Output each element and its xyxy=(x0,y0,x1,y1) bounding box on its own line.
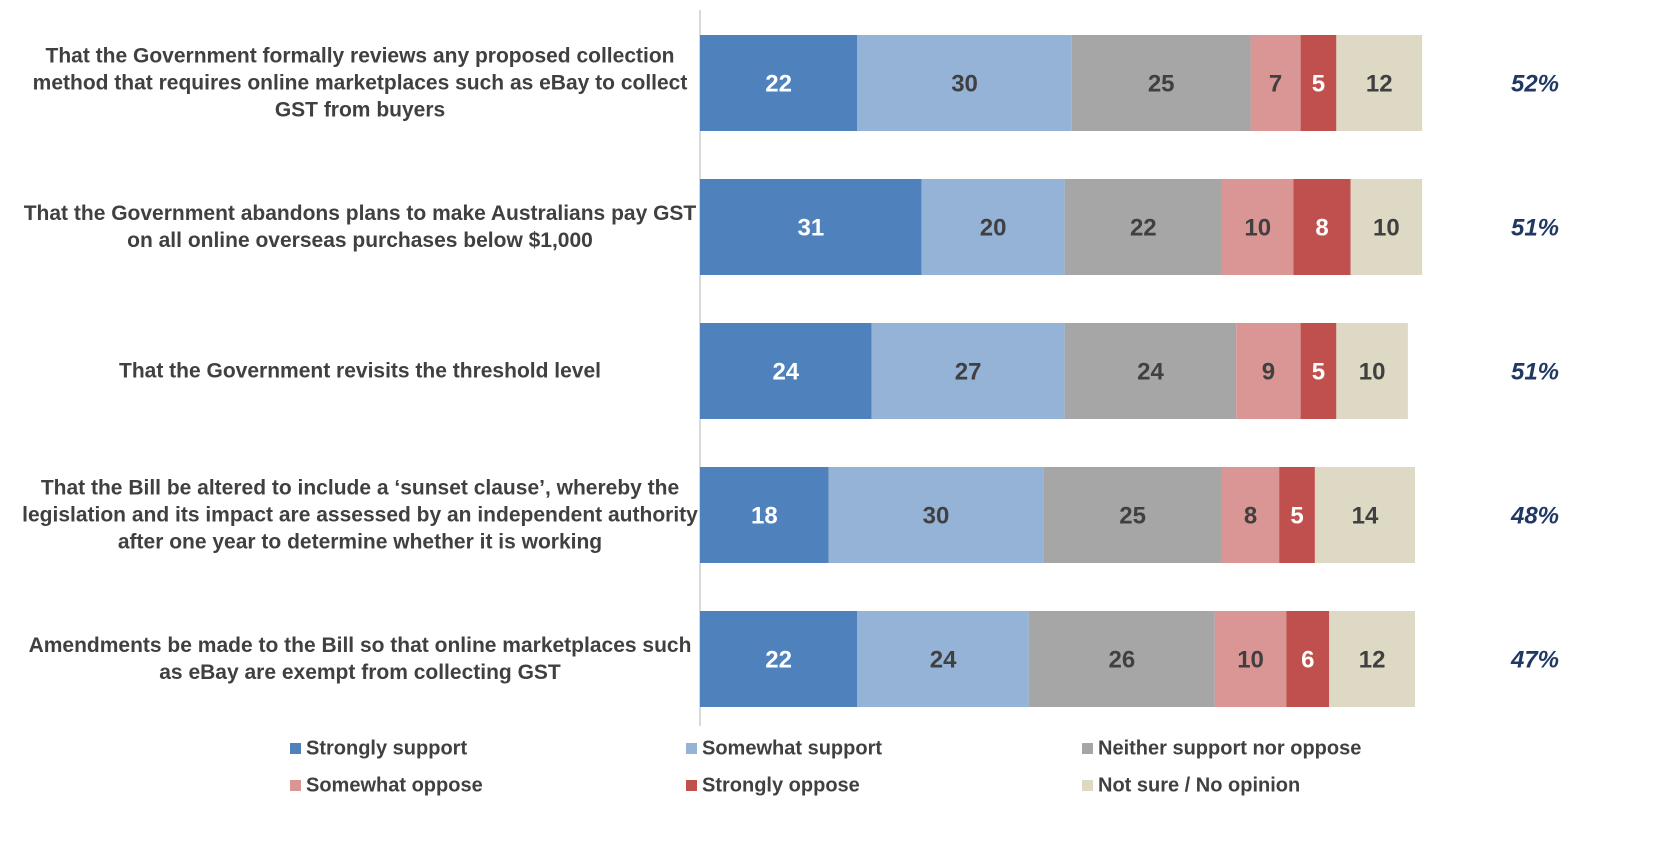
data-label: 25 xyxy=(1148,70,1175,97)
bar-segment xyxy=(921,179,1065,275)
legend-marker xyxy=(1082,780,1093,791)
data-label: 6 xyxy=(1301,646,1314,673)
data-label: 24 xyxy=(1137,358,1164,385)
data-label: 22 xyxy=(1130,214,1157,241)
bar-segment xyxy=(1071,35,1251,131)
legend-marker xyxy=(686,743,697,754)
category-label: That the Government abandons plans to ma… xyxy=(23,202,697,252)
legend-marker xyxy=(686,780,697,791)
data-label: 10 xyxy=(1359,358,1386,385)
legend-marker xyxy=(290,780,301,791)
data-label: 10 xyxy=(1244,214,1271,241)
bar-segment xyxy=(1279,467,1315,563)
bar-segment xyxy=(1043,467,1222,563)
bar-segment xyxy=(700,35,858,131)
legend-label: Strongly support xyxy=(306,737,467,759)
data-label: 10 xyxy=(1237,646,1264,673)
data-label: 27 xyxy=(955,358,982,385)
net-support-label: 51% xyxy=(1511,358,1559,385)
data-label: 12 xyxy=(1366,70,1393,97)
net-support-label: 51% xyxy=(1511,214,1559,241)
data-label: 22 xyxy=(765,70,792,97)
data-label: 8 xyxy=(1244,502,1257,529)
bar-segment xyxy=(700,467,829,563)
data-label: 24 xyxy=(772,358,799,385)
legend-label: Not sure / No opinion xyxy=(1098,774,1300,796)
bar-segment xyxy=(1214,611,1287,707)
net-support-label: 48% xyxy=(1510,502,1559,529)
data-label: 5 xyxy=(1290,502,1303,529)
bar-segment xyxy=(700,179,922,275)
bar-segment xyxy=(1329,611,1415,707)
data-label: 20 xyxy=(980,214,1007,241)
legend-marker xyxy=(290,743,301,754)
legend-marker xyxy=(1082,743,1093,754)
legend-label: Somewhat oppose xyxy=(306,774,483,796)
data-label: 30 xyxy=(951,70,978,97)
data-label: 31 xyxy=(797,214,824,241)
category-label: That the Government formally reviews any… xyxy=(32,44,688,122)
bar-segment xyxy=(1064,179,1222,275)
net-support-label: 52% xyxy=(1511,70,1559,97)
bar-segment xyxy=(1293,179,1351,275)
bar-segment xyxy=(1336,323,1408,419)
net-support-label: 47% xyxy=(1510,646,1559,673)
legend-label: Somewhat support xyxy=(702,737,882,759)
category-label: That the Government revisits the thresho… xyxy=(119,359,601,383)
bar-segment xyxy=(828,467,1044,563)
bar-segment xyxy=(700,323,872,419)
bar-segment xyxy=(1286,611,1330,707)
data-label: 5 xyxy=(1312,358,1325,385)
data-label: 30 xyxy=(923,502,950,529)
bar-segment xyxy=(857,35,1072,131)
bar-segment xyxy=(700,611,858,707)
data-label: 24 xyxy=(930,646,957,673)
data-label: 25 xyxy=(1119,502,1146,529)
bar-segment xyxy=(1300,323,1337,419)
legend-label: Strongly oppose xyxy=(702,774,860,796)
bar-segment xyxy=(1221,179,1294,275)
category-label: That the Bill be altered to include a ‘s… xyxy=(22,476,698,554)
data-label: 18 xyxy=(751,502,778,529)
bar-segment xyxy=(1236,323,1301,419)
bar-segment xyxy=(871,323,1065,419)
data-label: 5 xyxy=(1312,70,1325,97)
bar-segment xyxy=(1028,611,1215,707)
bar-segment xyxy=(1221,467,1280,563)
bar-segment xyxy=(1314,467,1415,563)
data-label: 10 xyxy=(1373,214,1400,241)
bar-segment xyxy=(1350,179,1423,275)
category-label: Amendments be made to the Bill so that o… xyxy=(28,634,692,684)
bar-segment xyxy=(1064,323,1237,419)
data-label: 7 xyxy=(1269,70,1282,97)
bar-segment xyxy=(1336,35,1423,131)
data-label: 22 xyxy=(765,646,792,673)
data-label: 26 xyxy=(1108,646,1135,673)
data-label: 14 xyxy=(1352,502,1379,529)
bar-segment xyxy=(1300,35,1337,131)
bar-segment xyxy=(1250,35,1301,131)
data-label: 12 xyxy=(1359,646,1386,673)
bar-segment xyxy=(857,611,1029,707)
data-label: 9 xyxy=(1262,358,1275,385)
data-label: 8 xyxy=(1315,214,1328,241)
legend-label: Neither support nor oppose xyxy=(1098,737,1361,759)
